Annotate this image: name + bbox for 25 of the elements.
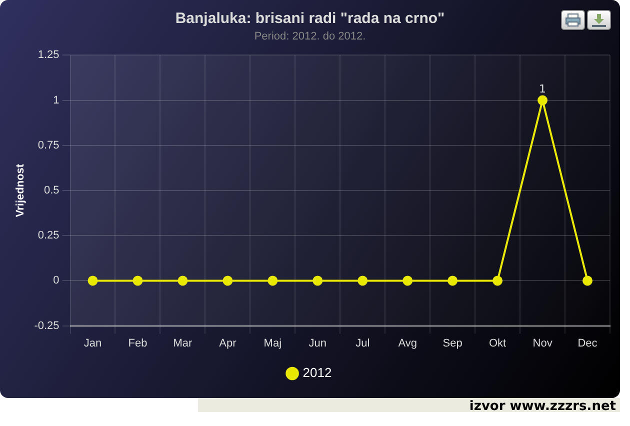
x-tick-label: Feb (128, 337, 148, 350)
x-tick-label: Okt (488, 337, 506, 350)
y-tick-label: -0.25 (34, 320, 60, 332)
chart-subtitle: Period: 2012. do 2012. (254, 30, 366, 43)
y-tick-label: 1.25 (38, 49, 60, 62)
x-tick-label: Apr (219, 337, 237, 350)
y-tick-label: 1 (53, 94, 60, 106)
y-tick-label: 0.5 (44, 184, 60, 197)
x-tick-label: Sep (442, 337, 462, 350)
x-tick-label: Maj (264, 337, 282, 350)
data-label: 1 (539, 82, 546, 96)
y-tick-label: 0 (53, 274, 60, 287)
y-tick-label: 0.75 (38, 139, 60, 152)
x-tick-label: Nov (532, 337, 553, 350)
text: izvor www.zzzrs.net (469, 399, 616, 414)
x-tick-label: Jul (356, 337, 370, 350)
x-tick-label: Mar (173, 337, 193, 350)
x-tick-label: Avg (398, 337, 417, 350)
y-tick-label: 0.25 (38, 230, 60, 242)
chart-title: Banjaluka: brisani radi "rada na crno" (175, 10, 445, 28)
legend-label: 2012 (302, 365, 332, 380)
x-tick-label: Jun (308, 337, 327, 350)
x-tick-label: Jan (84, 337, 102, 350)
x-tick-label: Dec (578, 337, 598, 350)
y-axis-title: Vrijednost (14, 164, 27, 218)
